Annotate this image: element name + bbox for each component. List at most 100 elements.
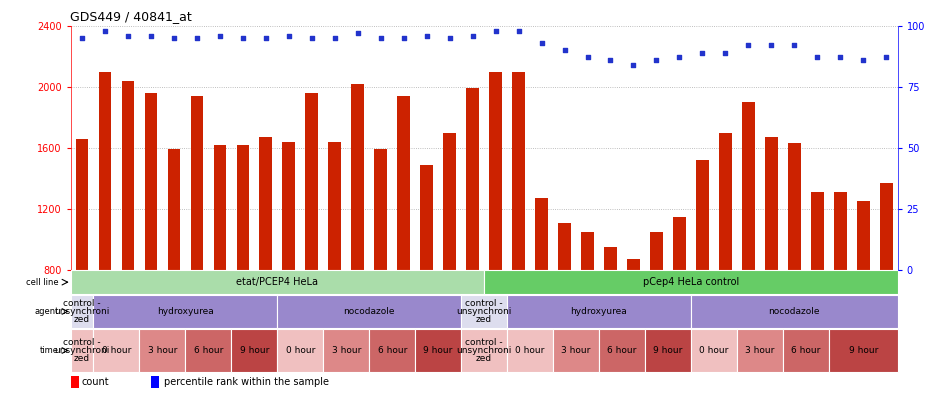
Bar (462, 295, 507, 328)
Point (511, 27, 526, 34)
Bar (75, 139, 88, 270)
Bar (139, 329, 185, 371)
Bar (191, 96, 203, 270)
Text: control -
unsynchroni
zed: control - unsynchroni zed (457, 299, 511, 324)
Bar (558, 223, 571, 270)
Point (442, 35, 457, 41)
Point (879, 54, 894, 61)
Bar (277, 295, 462, 328)
Bar (93, 295, 277, 328)
Bar (420, 165, 433, 270)
Bar (374, 149, 387, 270)
Point (557, 47, 572, 53)
Text: GDS449 / 40841_at: GDS449 / 40841_at (70, 10, 193, 23)
Bar (604, 247, 617, 270)
Text: 0 hour: 0 hour (515, 346, 545, 355)
Point (235, 35, 250, 41)
Bar (507, 329, 553, 371)
Point (396, 35, 411, 41)
Bar (489, 72, 502, 270)
Bar (306, 93, 318, 270)
Text: percentile rank within the sample: percentile rank within the sample (164, 377, 329, 387)
Text: 0 hour: 0 hour (699, 346, 728, 355)
Bar (444, 133, 456, 270)
Bar (691, 329, 737, 371)
Point (98, 27, 113, 34)
Point (534, 40, 549, 46)
Bar (466, 88, 478, 270)
Bar (259, 137, 272, 270)
Bar (145, 93, 157, 270)
Bar (880, 183, 892, 270)
Bar (783, 329, 829, 371)
Text: 3 hour: 3 hour (561, 346, 590, 355)
Point (465, 32, 480, 39)
Point (580, 54, 595, 61)
Bar (742, 102, 755, 270)
Bar (484, 270, 898, 294)
Point (189, 35, 204, 41)
Text: 3 hour: 3 hour (148, 346, 177, 355)
Text: control -
unsynchroni
zed: control - unsynchroni zed (55, 338, 110, 363)
Text: cell line: cell line (26, 278, 59, 287)
Text: count: count (82, 377, 110, 387)
Bar (151, 377, 159, 388)
Text: 0 hour: 0 hour (286, 346, 315, 355)
Bar (829, 329, 898, 371)
Point (833, 54, 848, 61)
Point (603, 57, 618, 63)
Bar (323, 329, 369, 371)
Point (305, 35, 320, 41)
Point (212, 32, 227, 39)
Bar (369, 329, 415, 371)
Bar (213, 145, 227, 270)
Point (74, 35, 89, 41)
Text: nocodazole: nocodazole (769, 307, 820, 316)
Bar (673, 217, 685, 270)
Bar (121, 81, 134, 270)
Bar (282, 142, 295, 270)
Bar (398, 96, 410, 270)
Bar (535, 198, 548, 270)
Point (166, 35, 181, 41)
Text: etat/PCEP4 HeLa: etat/PCEP4 HeLa (236, 277, 319, 287)
Bar (507, 295, 691, 328)
Point (120, 32, 135, 39)
Point (809, 54, 824, 61)
Bar (93, 329, 139, 371)
Text: 9 hour: 9 hour (849, 346, 878, 355)
Bar (696, 160, 709, 270)
Text: 9 hour: 9 hour (653, 346, 682, 355)
Bar (645, 329, 691, 371)
Bar (691, 295, 898, 328)
Text: 6 hour: 6 hour (791, 346, 821, 355)
Bar (237, 145, 249, 270)
Bar (788, 143, 801, 270)
Text: agent: agent (35, 307, 59, 316)
Point (855, 57, 870, 63)
Bar (415, 329, 462, 371)
Point (672, 54, 687, 61)
Text: nocodazole: nocodazole (343, 307, 395, 316)
Bar (277, 329, 323, 371)
Point (787, 42, 802, 48)
Text: 9 hour: 9 hour (423, 346, 453, 355)
Point (695, 50, 710, 56)
Bar (834, 192, 847, 270)
Bar (599, 329, 645, 371)
Point (373, 35, 388, 41)
Point (351, 30, 366, 36)
Bar (231, 329, 277, 371)
Bar (462, 329, 507, 371)
Point (718, 50, 733, 56)
Text: 0 hour: 0 hour (102, 346, 132, 355)
Text: hydroxyurea: hydroxyurea (157, 307, 213, 316)
Point (488, 27, 503, 34)
Text: 6 hour: 6 hour (378, 346, 407, 355)
Bar (765, 137, 777, 270)
Bar (512, 72, 525, 270)
Bar (185, 329, 231, 371)
Bar (553, 329, 599, 371)
Point (649, 57, 664, 63)
Text: 6 hour: 6 hour (607, 346, 636, 355)
